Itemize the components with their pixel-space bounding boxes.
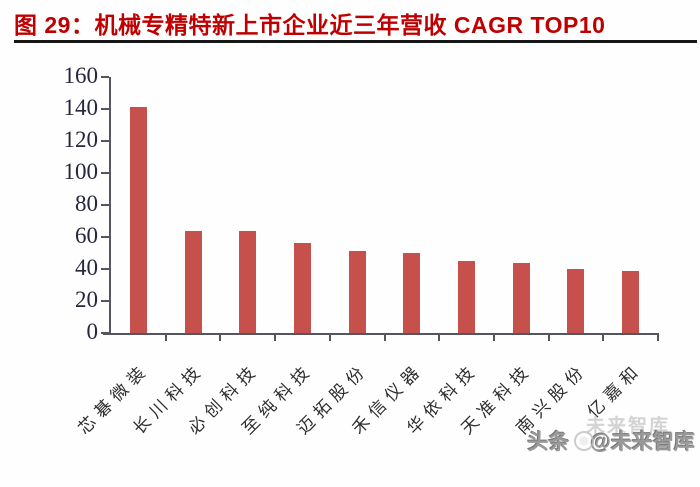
x-axis-tick (219, 333, 222, 341)
y-tick-label: 0 (86, 319, 99, 344)
bar (239, 231, 256, 333)
watermark-circle-logo-icon (573, 431, 594, 451)
y-tick-label: 60 (75, 223, 98, 248)
y-axis-tick (101, 108, 109, 110)
y-tick-label: 80 (75, 191, 98, 216)
y-axis-tick (101, 204, 109, 206)
x-axis-tick (383, 333, 386, 341)
bar (130, 107, 147, 333)
watermark-handle-label: @未来智库 (590, 431, 695, 454)
x-axis-tick (274, 333, 277, 341)
watermark-platform-label: 头条 (527, 431, 570, 454)
x-axis-line (103, 333, 659, 335)
y-tick-label: 160 (63, 63, 99, 88)
y-axis-tick (101, 236, 109, 238)
y-tick-label: 100 (63, 159, 99, 184)
bar (294, 243, 311, 333)
x-axis-tick (492, 333, 495, 341)
x-axis-tick (602, 333, 605, 341)
bar (403, 253, 420, 333)
y-tick-label: 40 (75, 255, 98, 280)
figure-panel: 图 29：机械专精特新上市企业近三年营收 CAGR TOP10 0 20 40 60 8… (14, 12, 697, 456)
y-axis-tick (101, 172, 109, 174)
x-axis-tick (547, 333, 550, 341)
y-tick-label: 20 (75, 287, 98, 312)
y-axis-tick (101, 300, 109, 302)
bar (349, 251, 366, 333)
figure-title: 图 29：机械专精特新上市企业近三年营收 CAGR TOP10 (14, 12, 606, 38)
bar (458, 261, 475, 333)
y-tick-label: 140 (63, 95, 99, 120)
y-tick-label: 120 (63, 127, 99, 152)
x-axis-tick (657, 333, 659, 341)
watermark: 头条 @未来智库 (528, 426, 695, 456)
title-divider (14, 40, 697, 43)
x-axis-tick (438, 333, 441, 341)
watermark-ghost-text: 未来智库 (585, 416, 670, 437)
bar (185, 231, 202, 333)
y-axis-tick (101, 76, 109, 78)
x-axis-tick (328, 333, 331, 341)
y-axis-tick (101, 332, 109, 334)
x-axis-tick (164, 333, 167, 341)
y-axis-line (109, 77, 111, 335)
bar (622, 271, 639, 333)
y-axis-tick (101, 268, 109, 270)
y-axis-tick (101, 140, 109, 142)
bar (567, 269, 584, 333)
bar (513, 263, 530, 333)
bar-chart: 0 20 40 60 80 100 120 140 160 芯碁微装 长川科技 必创科技 至纯科技 迈拓股… (63, 63, 659, 438)
